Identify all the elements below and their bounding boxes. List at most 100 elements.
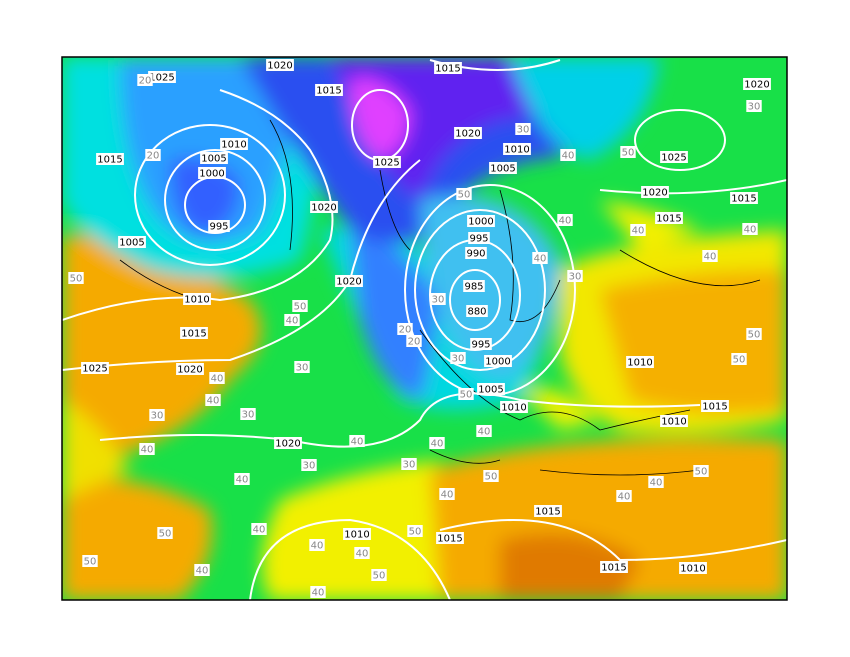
thickness-label: 30 bbox=[517, 125, 530, 136]
thickness-label-box bbox=[693, 465, 709, 477]
thickness-label: 40 bbox=[312, 588, 325, 599]
isobar-label: 1020 bbox=[336, 277, 361, 288]
thickness-label-box bbox=[742, 223, 758, 235]
isobar-label-box bbox=[148, 71, 176, 83]
thickness-label: 40 bbox=[441, 490, 454, 501]
isobar-label: 1010 bbox=[221, 140, 246, 151]
thickness-label: 30 bbox=[432, 295, 445, 306]
isobar-label: 985 bbox=[464, 282, 483, 293]
isobar-label: 1005 bbox=[478, 385, 503, 396]
thickness-label-box bbox=[702, 250, 718, 262]
thickness-label-box bbox=[149, 409, 165, 421]
thickness-label: 40 bbox=[704, 252, 717, 263]
thickness-label-box bbox=[483, 470, 499, 482]
isobar-label-box bbox=[463, 280, 485, 292]
thickness-label: 30 bbox=[452, 354, 465, 365]
isobar-label-box bbox=[730, 192, 758, 204]
thickness-label-box bbox=[205, 394, 221, 406]
thickness-label-box bbox=[648, 476, 664, 488]
thickness-label-box bbox=[397, 323, 413, 335]
isobar-label-box bbox=[477, 383, 505, 395]
thickness-label: 40 bbox=[207, 396, 220, 407]
isobar-label-box bbox=[315, 84, 343, 96]
isobar-label-box bbox=[436, 532, 464, 544]
thickness-label: 40 bbox=[236, 475, 249, 486]
isobar-label: 1000 bbox=[199, 169, 224, 180]
isobar-label-box bbox=[208, 220, 230, 232]
thickness-label-box bbox=[406, 335, 422, 347]
isobar-label: 995 bbox=[209, 222, 228, 233]
thickness-label-box bbox=[429, 437, 445, 449]
thickness-label-box bbox=[731, 353, 747, 365]
thickness-label: 20 bbox=[399, 325, 412, 336]
isobar-label: 1015 bbox=[181, 329, 206, 340]
thickness-label-box bbox=[567, 270, 583, 282]
thickness-label-box bbox=[209, 372, 225, 384]
isobar-label-box bbox=[335, 275, 363, 287]
thickness-label: 40 bbox=[356, 549, 369, 560]
isobar-label-box bbox=[180, 327, 208, 339]
thickness-label-box bbox=[450, 352, 466, 364]
thickness-label: 20 bbox=[147, 151, 160, 162]
thickness-label-box bbox=[309, 539, 325, 551]
isobar-label-box bbox=[701, 400, 729, 412]
thickness-label: 40 bbox=[351, 437, 364, 448]
isobar-label: 1015 bbox=[437, 534, 462, 545]
thickness-label-box bbox=[458, 388, 474, 400]
thickness-label-box bbox=[401, 458, 417, 470]
isobar-label-box bbox=[484, 355, 512, 367]
isobar-label: 1020 bbox=[267, 61, 292, 72]
isobar-label-box bbox=[660, 151, 688, 163]
isobar-label-box bbox=[96, 153, 124, 165]
thickness-label: 40 bbox=[253, 525, 266, 536]
isobar-label-box bbox=[468, 232, 490, 244]
thickness-label-box bbox=[616, 490, 632, 502]
thickness-label: 50 bbox=[84, 557, 97, 568]
isobar-label-box bbox=[470, 338, 492, 350]
isobar-label: 1010 bbox=[501, 403, 526, 414]
isobar-label: 1025 bbox=[82, 364, 107, 375]
thickness-label-box bbox=[630, 224, 646, 236]
thickness-label: 30 bbox=[242, 410, 255, 421]
isobar-label-box bbox=[434, 62, 462, 74]
thickness-label: 40 bbox=[559, 216, 572, 227]
isobar-label: 1020 bbox=[311, 203, 336, 214]
thickness-label-box bbox=[194, 564, 210, 576]
isobar-label: 1015 bbox=[316, 86, 341, 97]
map-field bbox=[62, 57, 787, 600]
isobar-label-box bbox=[310, 201, 338, 213]
isobar-label: 1020 bbox=[275, 439, 300, 450]
isobar-label-box bbox=[660, 415, 688, 427]
isobar-label: 1010 bbox=[344, 530, 369, 541]
isobar-label-box bbox=[489, 162, 517, 174]
isobar-label-box bbox=[534, 505, 562, 517]
isobar-label-box bbox=[81, 362, 109, 374]
isobar-label: 1015 bbox=[97, 155, 122, 166]
isobar-label-box bbox=[626, 356, 654, 368]
isobar-label-box bbox=[500, 401, 528, 413]
thickness-label: 50 bbox=[622, 148, 635, 159]
isobar-label-box bbox=[373, 156, 401, 168]
thickness-label: 50 bbox=[70, 274, 83, 285]
thickness-label-box bbox=[746, 328, 762, 340]
thickness-label: 30 bbox=[296, 363, 309, 374]
isobar-label-box bbox=[465, 247, 487, 259]
isobar-label: 1010 bbox=[504, 145, 529, 156]
isobar-label: 1020 bbox=[177, 365, 202, 376]
thickness-label: 30 bbox=[748, 102, 761, 113]
thickness-label: 50 bbox=[159, 529, 172, 540]
isobar-label-box bbox=[118, 236, 146, 248]
thickness-label-box bbox=[430, 293, 446, 305]
thickness-label: 50 bbox=[294, 302, 307, 313]
thickness-label-box bbox=[240, 408, 256, 420]
thickness-label: 30 bbox=[151, 411, 164, 422]
isobar-label: 1025 bbox=[374, 158, 399, 169]
thickness-label: 50 bbox=[373, 571, 386, 582]
thickness-label-box bbox=[456, 188, 472, 200]
isobar-label: 1005 bbox=[201, 154, 226, 165]
isobar-label-box bbox=[503, 143, 531, 155]
thickness-label: 40 bbox=[478, 427, 491, 438]
thickness-label: 40 bbox=[562, 151, 575, 162]
isobar-label-box bbox=[200, 152, 228, 164]
